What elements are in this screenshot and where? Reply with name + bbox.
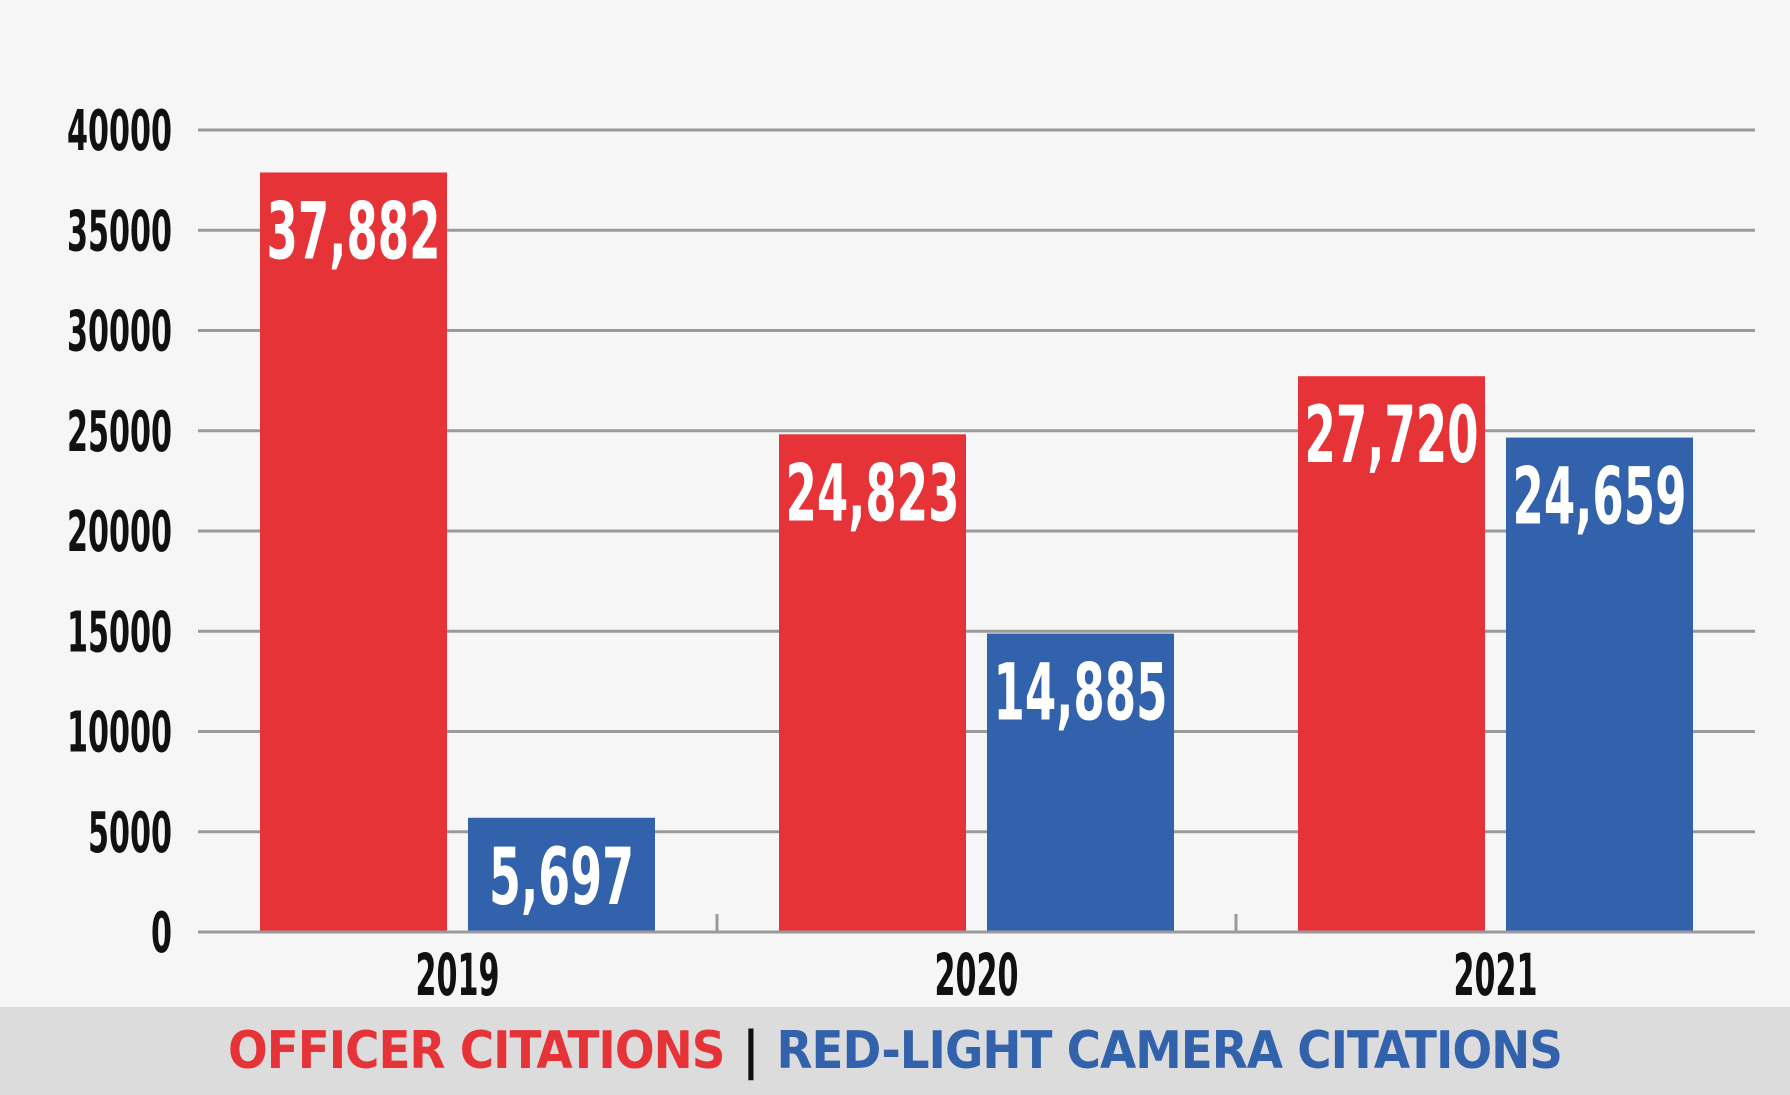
x-axis-ticks: 2019 2020 2021: [416, 941, 1538, 1009]
x-tick-label: 2021: [1454, 941, 1538, 1009]
legend-band: [0, 1007, 1790, 1095]
bar: [260, 172, 447, 933]
bar: [779, 434, 966, 932]
legend-item-red-light-camera-citations: RED-LIGHT CAMERA CITATIONS: [776, 1021, 1563, 1081]
bar-value-label: 27,720: [1305, 391, 1479, 481]
y-tick-label: 20000: [67, 500, 172, 565]
bar-value-label: 5,697: [489, 833, 634, 923]
bar: [987, 633, 1174, 932]
bar-value-label: 24,659: [1513, 453, 1687, 543]
legend-separator: |: [742, 1021, 759, 1081]
y-tick-label: 15000: [67, 600, 172, 665]
y-tick-label: 0: [151, 901, 172, 966]
bar: [1298, 376, 1485, 932]
bars: [260, 172, 1693, 933]
y-tick-label: 40000: [67, 99, 172, 164]
bar-value-label: 24,823: [786, 449, 960, 539]
bar-value-labels: 37,882 5,697 24,823 14,885 27,720 24,659: [267, 187, 1687, 922]
legend-item-officer-citations: OFFICER CITATIONS: [228, 1021, 725, 1081]
y-tick-label: 35000: [67, 199, 172, 264]
x-tick-label: 2020: [935, 941, 1019, 1009]
gridlines: [198, 128, 1755, 834]
y-tick-label: 5000: [88, 801, 172, 866]
y-tick-label: 25000: [67, 400, 172, 465]
bar-value-label: 37,882: [267, 187, 441, 277]
bar: [1506, 437, 1693, 932]
bar-value-label: 14,885: [994, 649, 1168, 739]
x-tick-label: 2019: [416, 941, 500, 1009]
x-axis: [198, 914, 1755, 934]
y-tick-label: 30000: [67, 300, 172, 365]
legend: OFFICER CITATIONS | RED-LIGHT CAMERA CIT…: [0, 1007, 1790, 1095]
y-axis-ticks: 0 5000 10000 15000 20000 25000 30000 35000 40000: [67, 99, 172, 966]
y-tick-label: 10000: [67, 701, 172, 766]
bar: [468, 817, 655, 932]
